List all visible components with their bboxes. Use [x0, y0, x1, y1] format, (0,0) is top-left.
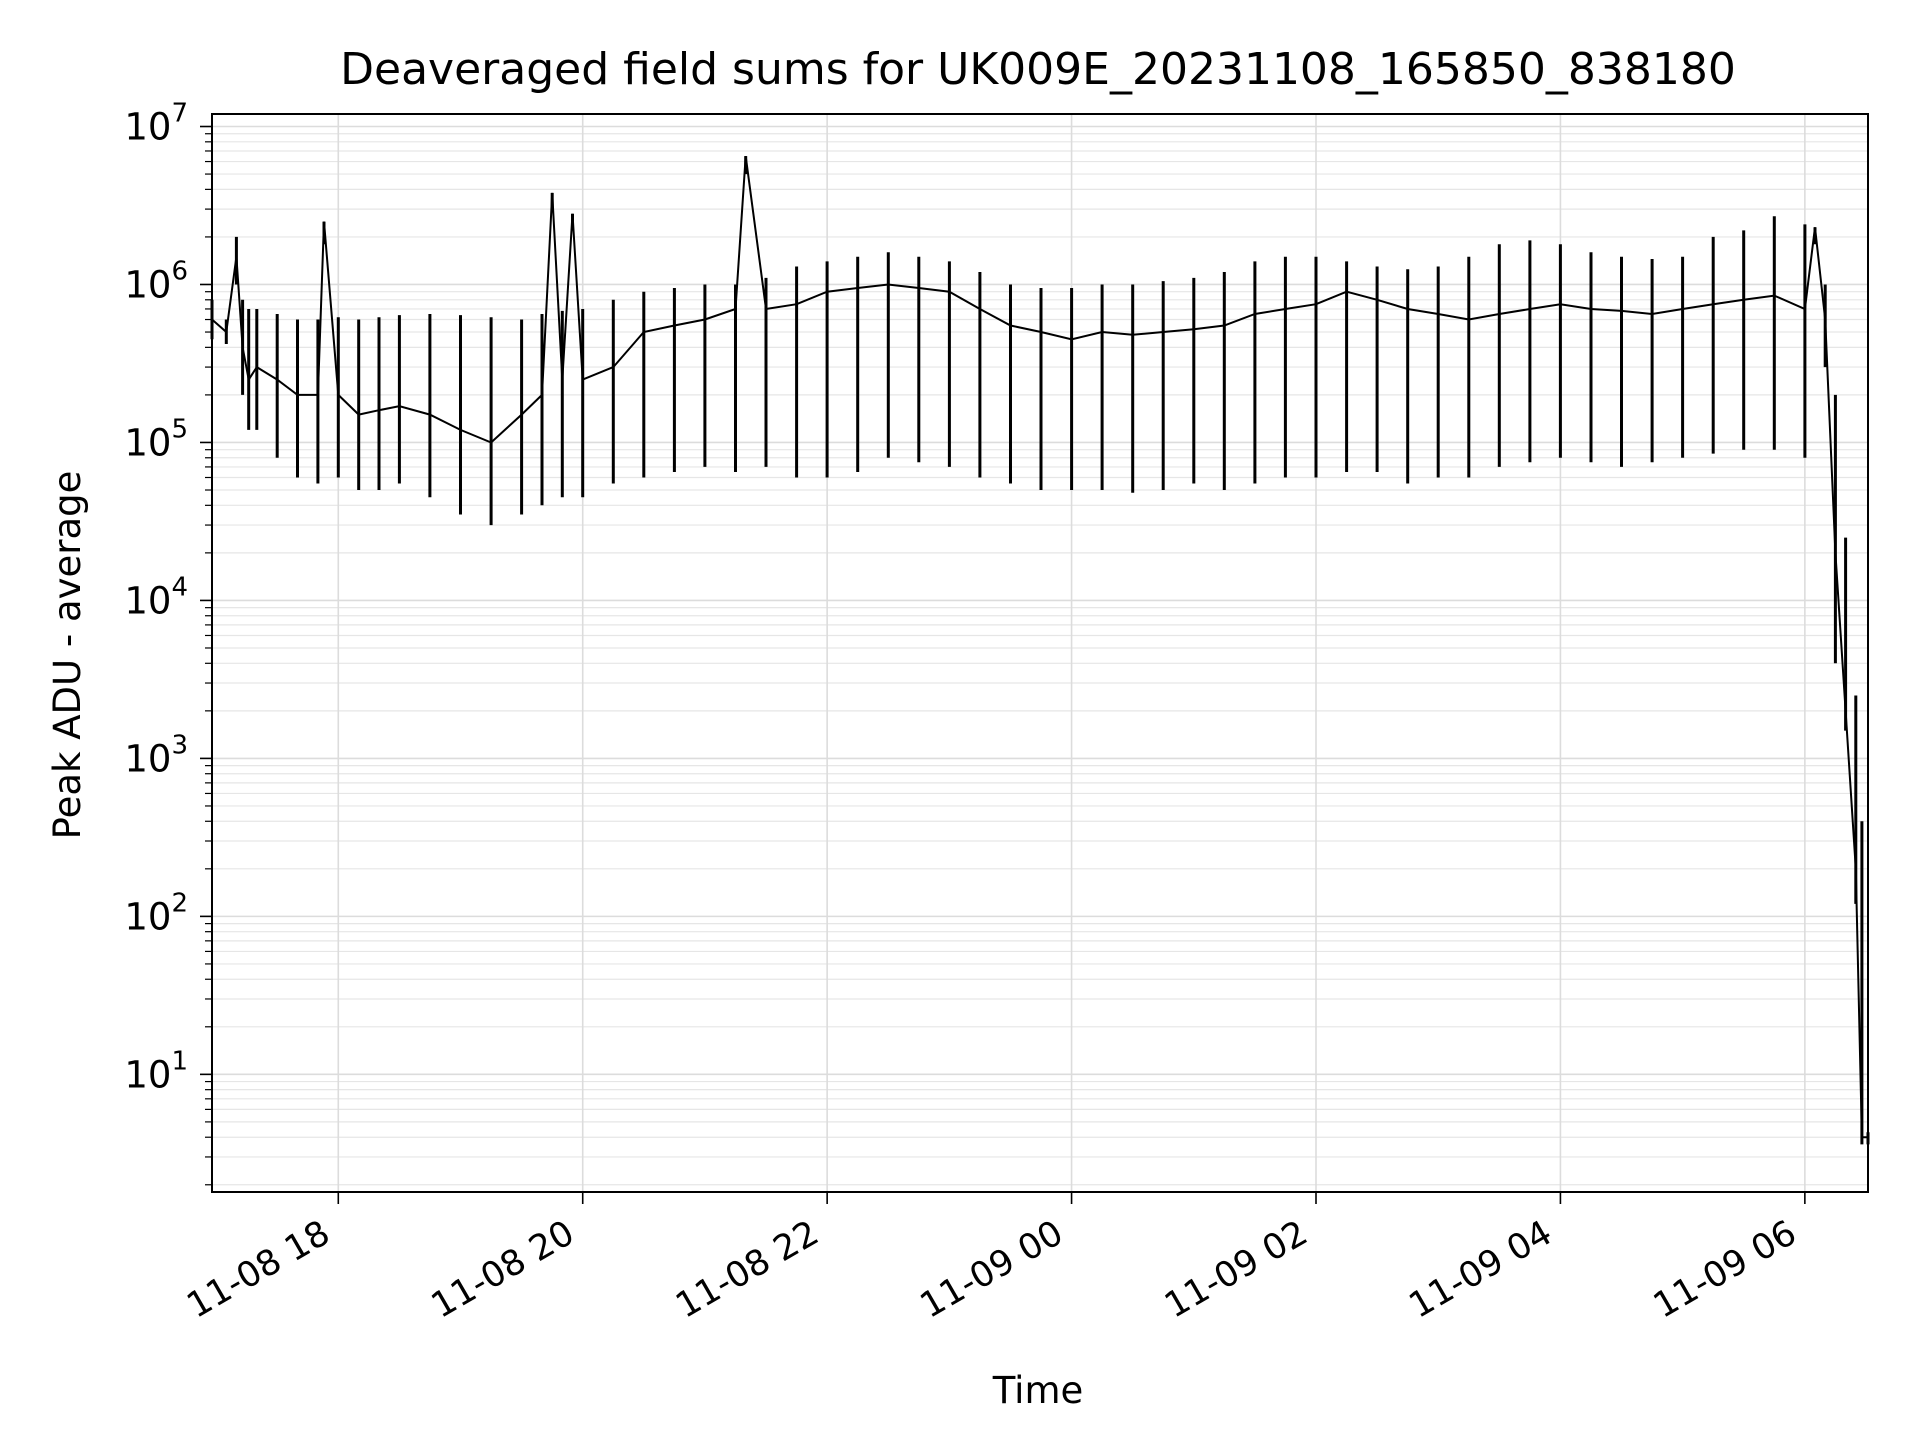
y-tick-exponent: 7 [171, 99, 188, 129]
y-tick-label: 107 [124, 99, 188, 149]
x-tick-label: 11-08 20 [425, 1213, 581, 1326]
y-tick-exponent: 5 [171, 414, 188, 444]
y-tick-label: 105 [124, 414, 188, 464]
y-tick-exponent: 6 [171, 256, 188, 286]
x-tick-label: 11-09 02 [1158, 1213, 1314, 1326]
y-tick-label: 101 [124, 1046, 188, 1096]
chart-title: Deaveraged field sums for UK009E_2023110… [340, 44, 1736, 95]
y-tick-label: 104 [124, 572, 188, 622]
x-tick-label: 11-09 06 [1647, 1213, 1803, 1326]
x-axis: 11-08 18 11-08 20 11-08 22 11-09 00 11-09 02… [180, 1192, 1806, 1326]
series-range-bars [210, 156, 1870, 1145]
x-axis-label: Time [992, 1369, 1084, 1412]
series-line-group [210, 155, 1870, 1145]
y-tick-label: 106 [124, 256, 188, 306]
grid [212, 114, 1868, 1192]
y-tick-exponent: 3 [171, 730, 188, 760]
x-tick-label: 11-08 18 [180, 1213, 336, 1326]
x-tick-label: 11-08 22 [669, 1213, 825, 1326]
y-axis: 101 102 103 104 105 106 107 [124, 99, 212, 1186]
y-tick-label: 102 [124, 888, 188, 938]
y-tick-exponent: 4 [171, 572, 188, 602]
y-tick-label: 103 [124, 730, 188, 780]
y-tick-exponent: 2 [171, 888, 188, 918]
x-tick-label: 11-09 00 [914, 1213, 1070, 1326]
y-axis-label: Peak ADU - average [46, 471, 89, 840]
y-tick-exponent: 1 [171, 1046, 188, 1076]
plot-frame [211, 113, 1869, 1193]
x-tick-label: 11-09 04 [1403, 1213, 1559, 1326]
series-line [211, 155, 1868, 1139]
